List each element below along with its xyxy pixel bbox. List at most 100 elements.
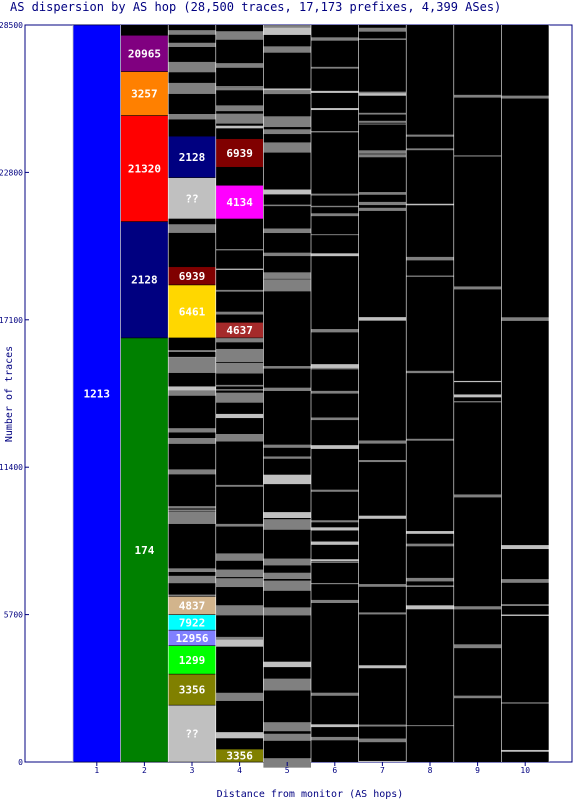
other-as-stripe [215,125,264,129]
y-axis: 0 5700 11400 17100 22800 28500 [0,21,29,767]
other-as-stripe [263,456,311,459]
other-as-stripe [215,113,264,124]
other-as-stripe [501,579,549,583]
other-as-stripe [263,366,311,369]
other-as-stripe [263,280,311,292]
other-as-stripe [311,561,359,563]
other-as-stripe [263,142,311,153]
other-as-stripe [263,519,311,530]
other-as-stripe [453,286,502,290]
other-as-stripe [311,90,359,93]
other-as-stripe [453,606,502,610]
segment-hop2-4 [120,71,169,116]
other-as-stripe [215,637,264,647]
other-as-stripe [311,489,359,492]
other-as-stripe [311,253,359,257]
other-as-stripe [453,695,502,699]
other-as-stripe [358,584,407,587]
other-as-stripe [263,474,311,480]
other-as-stripe [215,389,264,391]
other-as-stripe [358,738,407,743]
other-as-stripe [215,384,264,387]
segment-label: 1299 [179,654,206,667]
segment-label: 4637 [226,324,253,337]
other-as-stripe [215,349,264,352]
other-as-stripe [501,604,549,606]
other-as-stripe [311,445,359,449]
other-as-stripe [311,364,359,368]
segment-label: 174 [134,544,154,557]
segment-label: 2128 [179,151,206,164]
other-as-stripe [168,509,216,512]
x-tick-label: 7 [380,766,385,775]
other-as-stripe [311,66,359,69]
segment-label: ?? [185,728,198,741]
other-as-stripe [168,386,216,394]
other-as-stripe [358,612,407,615]
other-as-stripe [168,511,216,522]
other-as-stripe [453,494,502,498]
other-as-stripe [263,688,311,691]
other-as-stripe [168,520,216,524]
other-as-stripe [358,515,407,519]
other-as-stripe [215,87,264,91]
y-tick-label: 5700 [4,611,23,620]
other-as-stripe [358,440,407,444]
x-axis: 1 2 3 4 5 6 7 8 9 10 [94,762,530,775]
other-as-stripe [311,599,359,603]
other-as-stripe [215,636,264,640]
segment-label: 1213 [84,388,111,401]
x-tick-label: 6 [332,766,337,775]
other-as-stripe [215,268,264,270]
other-as-stripe [406,577,454,582]
other-as-stripe [406,531,454,534]
segment-label: 12956 [175,632,208,645]
other-as-stripe [215,553,264,561]
other-as-stripe [263,387,311,391]
other-as-stripe [168,390,216,396]
other-as-stripe [311,736,359,741]
x-tick-label: 1 [94,766,99,775]
other-as-stripe [501,545,549,550]
other-as-stripe [263,558,311,566]
other-as-stripe [263,90,311,95]
other-as-stripe [263,252,311,257]
other-as-stripe [453,644,502,649]
other-as-stripe [406,438,454,441]
other-as-stripe [215,571,264,578]
other-as-stripe [501,749,549,752]
other-as-stripe [358,93,407,96]
other-as-stripe [215,311,264,315]
other-as-stripe [358,317,407,321]
other-as-stripe [263,204,311,207]
y-axis-label: Number of traces [4,346,15,442]
other-as-stripe [263,733,311,741]
other-as-stripe [358,209,407,211]
segment-hop3-6 [167,704,217,763]
other-as-stripe [501,614,549,616]
other-as-stripe [358,207,407,210]
other-as-stripe [215,484,264,487]
other-as-stripe [311,391,359,394]
segment-hop3-12 [167,284,217,339]
other-as-stripe [406,134,454,137]
y-tick-label: 28500 [0,21,23,30]
other-as-stripe [168,575,216,584]
gridlines [72,25,550,762]
segment-hop4-18 [215,185,264,220]
x-tick-label: 4 [237,766,242,775]
segment-label: 4837 [179,600,206,613]
other-as-stripe [501,95,549,99]
segment-label: 3356 [179,684,206,697]
other-as-stripe [311,559,359,562]
other-as-stripe [168,568,216,573]
other-as-stripe [215,605,264,616]
other-as-stripe [406,543,454,547]
other-as-stripe [358,760,407,762]
other-as-stripe [215,249,264,251]
other-as-stripe [406,585,454,588]
x-tick-label: 5 [285,766,290,775]
other-as-stripe [263,88,311,92]
segment-label: 6939 [179,270,206,283]
other-as-stripe [311,330,359,333]
